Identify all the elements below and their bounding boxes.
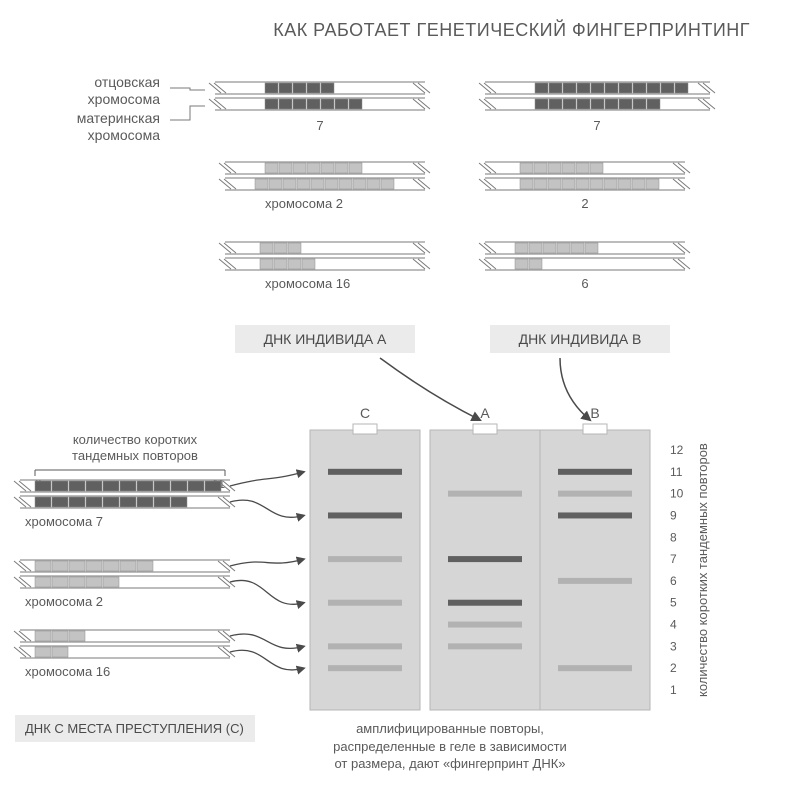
individual-b-label: ДНК ИНДИВИДА В (490, 325, 670, 353)
right-scale-label: количество коротких тандемных повторов (695, 440, 710, 700)
svg-text:хромосома 2: хромосома 2 (25, 594, 103, 609)
svg-text:B: B (590, 405, 599, 421)
svg-text:3: 3 (670, 639, 677, 653)
svg-text:хромосома 7: хромосома 7 (25, 514, 103, 529)
individual-a-label: ДНК ИНДИВИДА А (235, 325, 415, 353)
svg-text:9: 9 (670, 508, 677, 522)
svg-text:хромосома 2: хромосома 2 (265, 196, 343, 211)
svg-text:12: 12 (670, 443, 684, 457)
svg-text:1: 1 (670, 683, 677, 697)
svg-text:2: 2 (581, 196, 588, 211)
svg-text:6: 6 (670, 574, 677, 588)
svg-text:хромосома 16: хромосома 16 (25, 664, 110, 679)
svg-text:С: С (360, 405, 370, 421)
svg-text:10: 10 (670, 487, 684, 501)
svg-text:8: 8 (670, 530, 677, 544)
left-scale-title: количество короткихтандемных повторов (45, 432, 225, 465)
svg-text:11: 11 (670, 465, 683, 479)
svg-text:7: 7 (316, 118, 323, 133)
svg-text:2: 2 (670, 661, 677, 675)
svg-text:6: 6 (581, 276, 588, 291)
svg-text:4: 4 (670, 618, 677, 632)
svg-text:5: 5 (670, 596, 677, 610)
diagram-svg: 77хромосома 22хромосома 166011хромосома … (0, 0, 790, 788)
crime-scene-label: ДНК С МЕСТА ПРЕСТУПЛЕНИЯ (С) (15, 715, 255, 742)
svg-text:хромосома 16: хромосома 16 (265, 276, 350, 291)
svg-text:А: А (480, 405, 490, 421)
bottom-caption: амплифицированные повторы,распределенные… (300, 720, 600, 773)
svg-text:7: 7 (593, 118, 600, 133)
svg-text:7: 7 (670, 552, 677, 566)
